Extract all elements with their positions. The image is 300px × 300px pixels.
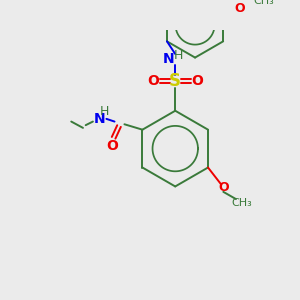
Text: O: O	[218, 181, 229, 194]
Text: H: H	[100, 105, 109, 118]
Text: O: O	[106, 139, 118, 153]
Text: S: S	[169, 72, 181, 90]
Text: CH₃: CH₃	[231, 198, 252, 208]
Text: O: O	[191, 74, 203, 88]
Text: O: O	[234, 2, 245, 15]
Text: CH₃: CH₃	[253, 0, 274, 6]
Text: N: N	[93, 112, 105, 126]
Text: O: O	[148, 74, 160, 88]
Text: H: H	[174, 49, 184, 62]
Text: N: N	[163, 52, 175, 66]
